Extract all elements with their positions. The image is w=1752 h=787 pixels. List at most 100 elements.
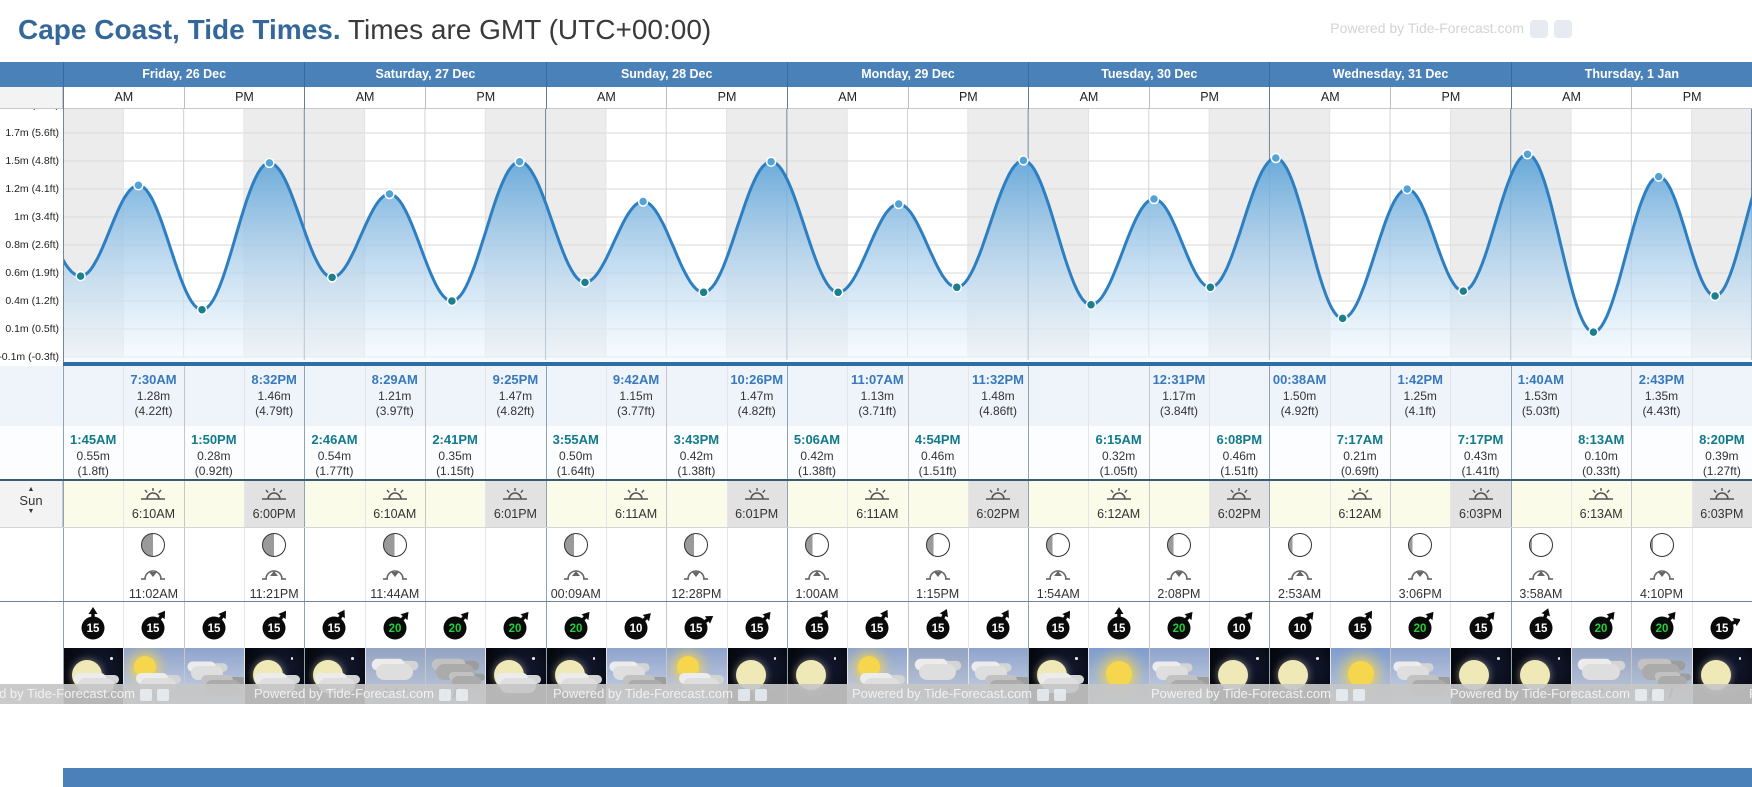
wind-cell [1209,602,1269,648]
watermark-icon [754,688,767,701]
watermark-icon [737,688,750,701]
low-tide-height-m: 0.55m [76,448,110,463]
y-axis-label: 0.4m (1.2ft) [5,294,59,307]
sunrise-time: 6:10AM [373,507,417,521]
sun-cell [424,481,486,527]
moon-cell [1691,528,1752,601]
wind-badge: 15 [799,607,835,648]
sun-horizon-icon [503,488,528,500]
svg-text:15: 15 [931,623,944,635]
high-tide-cell [726,366,787,426]
moon-cell [183,528,244,601]
moon-rise-icon [1528,570,1553,580]
watermark-icon [1352,688,1365,701]
low-tide-height-ft: (1.05ft) [1099,464,1138,479]
ampm-header-am: AM [63,87,184,109]
moon-event: 11:21PM [214,533,334,601]
low-tide-time: 5:06AM [793,432,841,447]
sunset-time: 6:03PM [1459,507,1503,521]
high-tide-cell [1028,366,1088,426]
sunset-entry: 6:00PM [214,487,334,521]
sun-collapse-up-icon[interactable]: ▲ [27,486,35,493]
high-tide-height-m: 1.15m [619,388,653,403]
low-tide-entry: 5:06AM 0.42m (1.38ft) [757,432,877,480]
wind-cell [424,602,485,648]
wind-arrow-icon: 15 [1046,610,1071,640]
high-tide-height-ft: (4.82ft) [496,404,535,419]
low-tide-height-ft: (1.41ft) [1461,464,1500,479]
wind-cell [123,602,183,648]
sun-row: 6:10AM 6:00PM 6:10AM 6:01PM 6:11AM 6:01PM 6:11… [0,479,1752,527]
star-glyph [1316,657,1319,660]
low-tide-height-ft: (0.69ft) [1340,464,1379,479]
svg-text:15: 15 [1112,623,1125,635]
sun-cell [1148,481,1210,527]
low-tide-time: 7:17PM [1457,432,1504,447]
low-tide-entry: 7:17AM 0.21m (0.69ft) [1300,432,1420,480]
ampm-header-pm: PM [183,87,305,109]
sun-collapse-down-icon[interactable]: ▼ [27,508,35,515]
high-tide-point [1270,152,1282,164]
wind-cell [1691,602,1752,648]
cloud-icon [1642,664,1681,680]
high-tide-time: 11:07AM [850,372,904,387]
high-tide-cell [364,366,425,426]
low-tide-cell [1691,426,1752,479]
low-tide-cell [1329,426,1390,479]
wind-badge: 15 [859,607,895,648]
y-axis-label: 1.7m (5.6ft) [5,126,59,139]
moon-cell [1450,528,1510,601]
wind-badge: 20 [1161,607,1197,648]
sunset-entry: 6:02PM [1179,487,1299,521]
low-tide-height-ft: (1.38ft) [798,464,837,479]
wind-cell [1329,602,1390,648]
ampm-header-pm: PM [907,87,1029,109]
wind-arrow-icon: 20 [443,611,469,640]
moon-rise-icon [805,570,830,580]
watermark-text: Powered by Tide-Forecast.com [1749,686,1752,701]
sunrise-entry: 6:10AM [93,487,213,521]
low-tide-entry: 8:13AM 0.10m (0.33ft) [1541,432,1661,480]
high-tide-time: 2:43PM [1638,372,1685,387]
high-tide-entry: 11:32PM 1.48m (4.86ft) [938,372,1058,420]
wind-arrow-icon: 10 [1227,611,1253,640]
moon-arc-wrap [757,568,877,587]
wind-badge: 15 [1704,607,1741,648]
wind-badge: 20 [497,607,533,648]
moon-cell [1510,528,1571,601]
sunset-entry: 6:02PM [938,487,1058,521]
wind-arrow-icon: 15 [1469,611,1495,640]
low-tide-cell [1450,426,1510,479]
low-tide-cell [183,426,244,479]
wind-arrow-icon: 15 [262,610,287,640]
moon-cell [424,528,485,601]
low-tide-cell [1088,426,1148,479]
low-tide-entry: 6:08PM 0.46m (1.51ft) [1179,432,1299,480]
wind-arrow-icon: 15 [684,615,714,640]
star-glyph [110,657,113,660]
moon-cell [545,528,606,601]
svg-text:15: 15 [207,623,220,635]
moon-arc-wrap [878,568,998,587]
cloud-icon [1155,666,1189,680]
high-tide-height-m: 1.46m [257,388,291,403]
svg-text:10: 10 [1293,623,1306,635]
sun-cell [1631,481,1692,527]
moon-cell [907,528,968,601]
svg-text:15: 15 [750,623,763,635]
high-tide-height-m: 1.21m [378,388,412,403]
high-tide-height-ft: (4.22ft) [134,404,173,419]
ampm-header-pm: PM [1631,87,1752,109]
sun-cell [1510,481,1572,527]
high-tide-height-m: 1.48m [981,388,1015,403]
low-tide-cell [485,426,545,479]
y-axis-label: 1.9m (6.2ft) [5,109,59,112]
high-tide-height-ft: (5.03ft) [1521,404,1560,419]
wind-badge: 15 [678,607,714,648]
wind-badge: 10 [1221,607,1257,648]
moon-arc-wrap [1240,568,1360,587]
star-glyph [1557,657,1561,660]
moon-cell [1148,528,1209,601]
high-tide-point [893,198,904,210]
watermark-bottom-item: Powered by Tide-Forecast.com [0,684,169,704]
